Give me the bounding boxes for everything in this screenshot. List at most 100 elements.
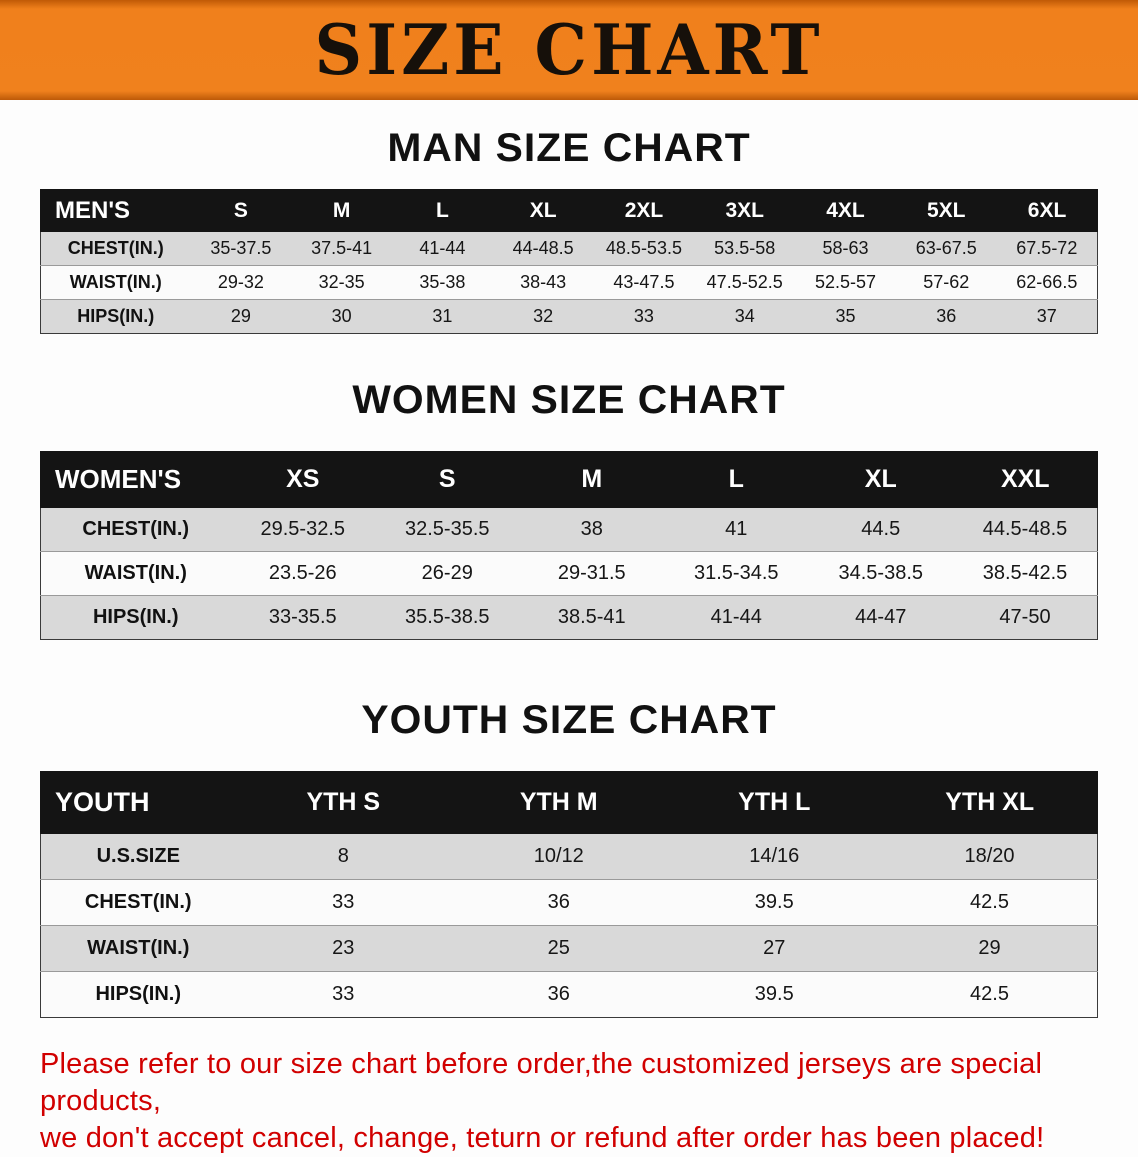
size-value-cell: 34.5-38.5: [838, 562, 923, 584]
size-column-header: S: [190, 189, 292, 232]
size-value-cell: 31.5-34.5: [693, 562, 779, 584]
table-title-cell: MEN'S: [40, 189, 191, 232]
size-value-cell: 27: [763, 937, 786, 959]
size-value-cell: 30: [331, 306, 352, 326]
size-value-cell: 42.5: [970, 891, 1009, 913]
size-value-cell: 23: [332, 937, 355, 959]
row-label: CHEST(IN.): [84, 891, 192, 913]
size-value-cell: 44.5-48.5: [982, 518, 1068, 540]
size-value-cell: 52.5-57: [814, 272, 876, 292]
size-value-cell: 39.5: [754, 891, 794, 913]
size-value-cell: 44-47: [855, 606, 907, 628]
size-value-cell: 35: [835, 306, 856, 326]
size-value-cell: 25: [547, 937, 570, 959]
size-value-cell: 29-31.5: [557, 562, 626, 584]
size-column-header: 4XL: [794, 189, 897, 232]
size-value-cell: 44.5: [861, 518, 901, 540]
size-column-header: XXL: [952, 451, 1098, 508]
size-value-cell: 58-63: [822, 238, 869, 258]
size-value-cell: 53.5-58: [714, 238, 776, 258]
table-row: WAIST(IN.) 23.5-26 26-29 29-31.5 31.5-34.5 34…: [40, 551, 1098, 596]
size-value-cell: 32-35: [318, 272, 365, 292]
size-column-header: L: [391, 189, 494, 232]
table-row: CHEST(IN.) 29.5-32.5 32.5-35.5 38 41 44.5 44.5…: [40, 507, 1098, 552]
size-value-cell: 34: [734, 306, 755, 326]
size-value-cell: 29-32: [217, 272, 264, 292]
table-row: WAIST(IN.) 23 25 27 29: [40, 925, 1098, 972]
size-value-cell: 37.5-41: [311, 238, 373, 258]
size-value-cell: 36: [547, 983, 570, 1005]
size-value-cell: 8: [337, 845, 349, 867]
size-column-header: 6XL: [996, 189, 1098, 232]
men-section-heading: MAN SIZE CHART: [387, 126, 751, 170]
size-chart-content: MAN SIZE CHART MEN'S S M L XL 2XL 3XL 4XL 5XL 6XL…: [0, 126, 1138, 1157]
size-column-header: 3XL: [693, 189, 796, 232]
size-value-cell: 14/16: [749, 845, 800, 867]
size-column-header: YTH S: [235, 771, 452, 834]
table-row: HIPS(IN.) 33 36 39.5 42.5: [40, 971, 1098, 1018]
size-value-cell: 35-38: [419, 272, 466, 292]
size-column-header: XL: [808, 451, 954, 508]
size-value-cell: 32: [533, 306, 554, 326]
row-label: HIPS(IN.): [77, 306, 155, 326]
size-column-header: YTH XL: [881, 771, 1098, 834]
size-value-cell: 57-62: [923, 272, 970, 292]
size-value-cell: 10/12: [533, 845, 584, 867]
size-value-cell: 42.5: [970, 983, 1009, 1005]
disclaimer-line-1: Please refer to our size chart before or…: [40, 1048, 1043, 1117]
size-column-header: YTH L: [666, 771, 883, 834]
size-column-header: 2XL: [593, 189, 695, 232]
women-size-table: WOMEN'S XS S M L XL XXL CHEST(IN.) 29.5-32.5 32.5…: [40, 451, 1098, 640]
size-column-header: S: [374, 451, 520, 508]
row-label: WAIST(IN.): [87, 937, 190, 959]
size-value-cell: 31: [432, 306, 453, 326]
size-value-cell: 29: [978, 937, 1001, 959]
size-value-cell: 67.5-72: [1016, 238, 1078, 258]
size-column-header: 5XL: [895, 189, 998, 232]
row-label: CHEST(IN.): [67, 238, 164, 258]
size-value-cell: 33: [332, 983, 355, 1005]
women-size-section: WOMEN SIZE CHART WOMEN'S XS S M L XL XXL CHEST(…: [0, 378, 1138, 640]
women-section-heading: WOMEN SIZE CHART: [352, 378, 786, 422]
size-value-cell: 33: [633, 306, 654, 326]
table-title-cell: WOMEN'S: [40, 451, 231, 508]
size-column-header: XS: [230, 451, 376, 508]
size-column-header: M: [290, 189, 393, 232]
row-label: HIPS(IN.): [95, 983, 182, 1005]
men-size-table: MEN'S S M L XL 2XL 3XL 4XL 5XL 6XL CHEST(IN.) 35-37…: [40, 189, 1098, 334]
size-value-cell: 33: [332, 891, 355, 913]
table-header-row: YOUTH YTH S YTH M YTH L YTH XL: [40, 771, 1098, 834]
size-value-cell: 41-44: [419, 238, 466, 258]
size-column-header: M: [519, 451, 665, 508]
table-row: CHEST(IN.) 35-37.5 37.5-41 41-44 44-48.5 48.5…: [40, 231, 1098, 266]
size-value-cell: 47.5-52.5: [706, 272, 783, 292]
table-row: HIPS(IN.) 33-35.5 35.5-38.5 38.5-41 41-44 44-…: [40, 595, 1098, 640]
table-title-cell: YOUTH: [40, 771, 236, 834]
size-value-cell: 41-44: [710, 606, 762, 628]
size-column-header: YTH M: [450, 771, 667, 834]
size-value-cell: 38: [580, 518, 603, 540]
size-value-cell: 29.5-32.5: [260, 518, 345, 540]
row-label: WAIST(IN.): [84, 562, 187, 584]
size-value-cell: 33-35.5: [268, 606, 337, 628]
banner: SIZE CHART: [0, 0, 1138, 100]
size-value-cell: 39.5: [754, 983, 794, 1005]
row-label: U.S.SIZE: [96, 845, 180, 867]
size-value-cell: 43-47.5: [613, 272, 675, 292]
size-value-cell: 41: [725, 518, 748, 540]
size-column-header: XL: [492, 189, 595, 232]
size-value-cell: 35-37.5: [210, 238, 272, 258]
youth-size-section: YOUTH SIZE CHART YOUTH YTH S YTH M YTH L YTH…: [0, 698, 1138, 1018]
size-value-cell: 36: [547, 891, 570, 913]
row-label: CHEST(IN.): [82, 518, 190, 540]
size-column-header: L: [663, 451, 809, 508]
youth-size-table: YOUTH YTH S YTH M YTH L YTH XL U.S.SIZE 8 10/12…: [40, 771, 1098, 1018]
table-header-row: MEN'S S M L XL 2XL 3XL 4XL 5XL 6XL: [40, 189, 1098, 232]
size-value-cell: 23.5-26: [268, 562, 337, 584]
size-value-cell: 26-29: [421, 562, 473, 584]
row-label: WAIST(IN.): [69, 272, 162, 292]
size-value-cell: 18/20: [964, 845, 1015, 867]
table-row: HIPS(IN.) 29 30 31 32 33 34 35 36 37: [40, 299, 1098, 334]
table-row: U.S.SIZE 8 10/12 14/16 18/20: [40, 833, 1098, 880]
size-value-cell: 38.5-41: [557, 606, 626, 628]
